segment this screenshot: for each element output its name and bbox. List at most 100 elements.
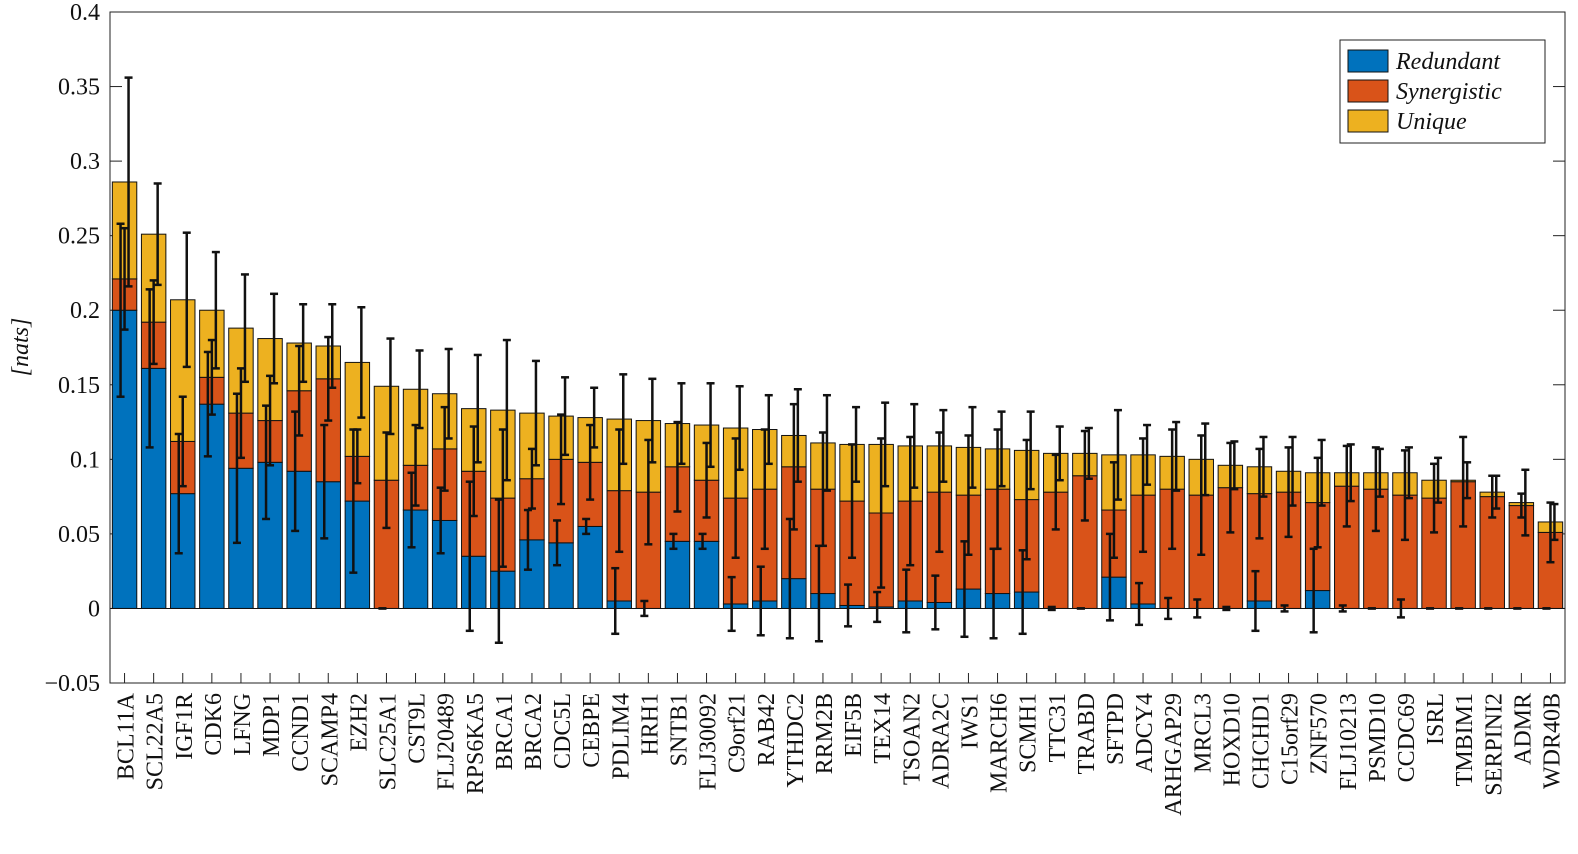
y-tick-label: −0.05 bbox=[44, 671, 100, 697]
error-bar bbox=[557, 413, 566, 506]
error-bar bbox=[1051, 453, 1060, 531]
x-tick-label: FLJ30092 bbox=[696, 693, 722, 790]
error-bar bbox=[789, 402, 798, 531]
error-bar bbox=[498, 428, 507, 568]
error-bar bbox=[178, 395, 187, 488]
bar-segment bbox=[577, 525, 603, 609]
error-bar bbox=[561, 376, 570, 457]
x-tick-label: CST9L bbox=[405, 693, 431, 764]
error-bar bbox=[619, 373, 628, 466]
x-tick-label: EIF5B bbox=[841, 693, 867, 757]
x-tick-label: TRABD bbox=[1074, 693, 1100, 774]
error-bar bbox=[1317, 438, 1326, 507]
error-bar bbox=[702, 441, 711, 519]
x-tick-label: FLJ10213 bbox=[1336, 693, 1362, 790]
x-tick-label: SNTB1 bbox=[666, 693, 692, 766]
error-bar bbox=[1113, 408, 1122, 501]
error-bar bbox=[964, 434, 973, 557]
x-tick-label: CDK6 bbox=[201, 693, 227, 756]
bar-segment bbox=[461, 555, 487, 609]
legend-swatch bbox=[1347, 109, 1389, 133]
x-tick-label: SFTPD bbox=[1103, 693, 1129, 765]
error-bar bbox=[266, 374, 275, 467]
error-bar bbox=[644, 438, 653, 546]
bar-segment bbox=[1130, 603, 1156, 609]
bar-segment bbox=[315, 481, 341, 609]
error-bar bbox=[328, 303, 337, 390]
error-bar bbox=[469, 425, 478, 518]
error-bar bbox=[590, 386, 599, 449]
error-bar bbox=[1018, 549, 1027, 636]
bar-segment bbox=[402, 509, 429, 609]
x-tick-label: HRH1 bbox=[637, 693, 663, 756]
error-bar bbox=[494, 498, 503, 644]
error-bar bbox=[1338, 604, 1347, 613]
bar-segment bbox=[344, 500, 371, 609]
error-bar bbox=[1309, 547, 1318, 634]
error-bar bbox=[1164, 596, 1173, 621]
error-bar bbox=[232, 392, 241, 545]
x-tick-label: CHCHD1 bbox=[1248, 693, 1274, 789]
x-tick-label: SCMH1 bbox=[1016, 693, 1042, 773]
bar-segment bbox=[664, 540, 691, 609]
error-bar bbox=[677, 382, 686, 466]
bar-segment bbox=[257, 461, 283, 609]
bar-segment bbox=[228, 467, 254, 609]
x-tick-label: WDR40B bbox=[1539, 693, 1565, 789]
error-bar bbox=[527, 447, 536, 510]
error-bar bbox=[960, 540, 969, 639]
x-tick-label: TEX14 bbox=[870, 693, 896, 764]
legend-label: Synergistic bbox=[1396, 79, 1502, 105]
y-tick-label: 0.25 bbox=[58, 224, 100, 250]
error-bar bbox=[1550, 502, 1559, 542]
error-bar bbox=[1492, 474, 1501, 510]
x-tick-label: BCL11A bbox=[114, 692, 140, 780]
error-bar bbox=[465, 480, 474, 633]
y-tick-label: 0.4 bbox=[70, 0, 100, 26]
error-bar bbox=[1346, 443, 1355, 503]
error-bar bbox=[211, 250, 220, 370]
bar-segment bbox=[781, 578, 807, 609]
bar-segment bbox=[810, 593, 836, 609]
error-bar bbox=[873, 590, 882, 624]
error-bar bbox=[611, 566, 620, 636]
error-bar bbox=[1255, 447, 1264, 540]
error-bar bbox=[1055, 425, 1064, 482]
x-tick-label: SCAMP4 bbox=[317, 693, 343, 786]
error-bar bbox=[444, 347, 453, 440]
error-bar bbox=[411, 423, 420, 507]
error-bar bbox=[116, 222, 125, 398]
error-bar bbox=[615, 428, 624, 554]
bar-segment bbox=[752, 600, 778, 609]
error-bar bbox=[1084, 426, 1093, 480]
error-bar bbox=[1168, 428, 1177, 551]
legend-label: Unique bbox=[1396, 109, 1467, 135]
error-bar bbox=[153, 182, 162, 287]
error-bar bbox=[906, 435, 915, 567]
bar-segment bbox=[490, 570, 516, 609]
error-bar bbox=[382, 431, 391, 530]
x-tick-label: CDC5L bbox=[550, 693, 576, 769]
error-bar bbox=[818, 431, 827, 548]
error-bar bbox=[386, 337, 395, 436]
bar-segment bbox=[984, 593, 1011, 609]
error-bar bbox=[760, 428, 769, 551]
x-tick-label: ADCY4 bbox=[1132, 693, 1158, 773]
legend-label: Redundant bbox=[1395, 49, 1501, 75]
error-bar bbox=[1400, 449, 1409, 542]
error-bar bbox=[1022, 438, 1031, 561]
bar-segment bbox=[1304, 590, 1331, 609]
error-bar bbox=[353, 428, 362, 485]
error-bar bbox=[415, 349, 424, 430]
error-bar bbox=[1135, 581, 1144, 627]
error-bar bbox=[706, 382, 715, 469]
x-tick-label: ISRL bbox=[1423, 693, 1449, 745]
error-bar bbox=[669, 532, 678, 551]
x-tick-label: TTC31 bbox=[1045, 693, 1071, 762]
error-bar bbox=[648, 377, 657, 464]
error-bar bbox=[203, 350, 212, 458]
error-bar bbox=[1201, 422, 1210, 497]
error-bar bbox=[240, 273, 249, 384]
plot-frame bbox=[109, 11, 1566, 684]
